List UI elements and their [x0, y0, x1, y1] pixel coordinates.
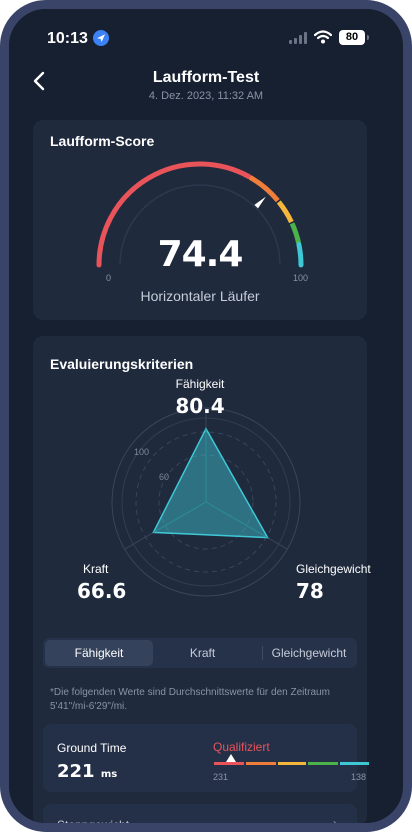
metric-card-ground-time[interactable]: Ground Time 221 ms Qualifiziert 231 138: [43, 724, 369, 792]
radar-tick-60: 60: [159, 472, 170, 482]
metric-title: Ground Time: [57, 741, 127, 755]
gauge-min-label: 0: [106, 273, 112, 283]
radar-chart: [111, 407, 301, 597]
gauge-inner-track: [119, 184, 281, 266]
average-note: *Die folgenden Werte sind Durchschnittsw…: [50, 687, 330, 712]
score-card-title: Laufform-Score: [50, 133, 155, 149]
radar-inner-line-right: [205, 501, 268, 539]
cell-signal-icon: [289, 32, 307, 44]
metric-unit: ms: [100, 769, 118, 780]
screen: 10:13 80 Laufform-Test 4. Dez. 20: [9, 9, 403, 823]
battery-tip: [367, 35, 369, 40]
axis-value-faehigkeit: 80.4: [175, 394, 225, 418]
score-label: Horizontaler Läufer: [140, 288, 260, 304]
battery-indicator: 80: [339, 30, 365, 45]
metric-range-bar: [214, 762, 369, 765]
tab-separator: [262, 646, 263, 660]
axis-value-gleichgewicht: 78: [296, 579, 324, 603]
score-card: Laufform-Score 74.4 Horizontaler Läufer …: [33, 120, 367, 320]
page-subtitle: 4. Dez. 2023, 11:32 AM: [148, 90, 264, 102]
metric-range-min: 231: [213, 772, 229, 782]
tab-faehigkeit[interactable]: Fähigkeit: [45, 640, 153, 666]
gauge-max-label: 100: [293, 273, 309, 283]
score-value: 74.4: [157, 234, 244, 275]
radar-inner-line-left: [153, 501, 207, 533]
gauge-arc-orange: [248, 175, 280, 203]
metric-range-max: 138: [351, 772, 367, 782]
axis-label-kraft: Kraft: [83, 562, 109, 576]
gauge-arc-yellow: [276, 200, 294, 224]
axis-value-kraft: 66.6: [77, 579, 127, 603]
status-bar: 10:13 80: [9, 9, 403, 59]
metric-marker-icon: [226, 754, 236, 762]
radar-ring-dashed-1: [135, 431, 277, 573]
score-gauge: [96, 161, 304, 268]
tab-kraft[interactable]: Kraft: [189, 646, 216, 660]
radar-data-polygon: [152, 427, 269, 539]
gauge-needle: [254, 196, 266, 209]
metric-card-next[interactable]: Stoppgewicht ›: [43, 804, 357, 832]
metric-value-number: 221: [57, 761, 95, 782]
axis-label-faehigkeit: Fähigkeit: [175, 377, 225, 391]
page-title: Laufform-Test: [152, 69, 260, 86]
evaluation-card-title: Evaluierungskriterien: [50, 356, 194, 372]
criteria-tabs: Fähigkeit Kraft Gleichgewicht: [43, 638, 357, 668]
radar-tick-100: 100: [134, 447, 150, 457]
tab-gleichgewicht[interactable]: Gleichgewicht: [271, 646, 347, 660]
evaluation-card: Evaluierungskriterien 100 60 Fähigkeit 8…: [33, 336, 371, 823]
gauge-arc-cyan: [296, 242, 304, 268]
metric-value: 221 ms: [57, 761, 117, 782]
chevron-right-icon: ›: [333, 816, 337, 830]
location-arrow-icon: [93, 30, 109, 46]
axis-label-gleichgewicht: Gleichgewicht: [296, 562, 371, 576]
radar-ring-dashed-2: [158, 454, 254, 550]
back-chevron-icon[interactable]: [29, 69, 49, 93]
wifi-icon: [314, 30, 332, 44]
gauge-arc-red: [96, 161, 252, 268]
status-time: 10:13: [47, 30, 88, 47]
next-metric-title: Stoppgewicht: [57, 818, 130, 832]
metric-status: Qualifiziert: [213, 740, 270, 754]
